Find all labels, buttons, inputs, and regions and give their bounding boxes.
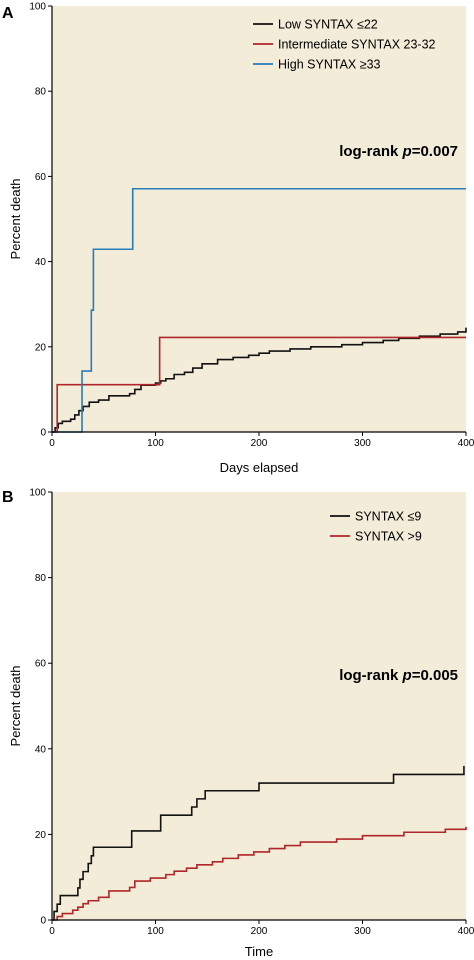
y-tick-label: 80: [35, 573, 47, 584]
x-tick-label: 300: [354, 926, 371, 937]
panel-b-y-axis-title: Percent death: [8, 666, 23, 747]
x-tick-label: 0: [49, 926, 55, 937]
y-tick-label: 0: [40, 916, 46, 927]
panel-b: B 0 100 200 300 400 0 20 40 60 80 100 Time Percent…: [2, 488, 474, 960]
panel-b-series-line-0: [52, 765, 465, 921]
x-tick-label: 200: [251, 438, 268, 449]
x-tick-label: 400: [458, 438, 474, 449]
x-tick-label: 200: [251, 926, 268, 937]
panel-b-log-rank-annotation: log-rank p=0.005: [339, 667, 458, 684]
panel-a-series-line-2: [52, 187, 466, 433]
y-tick-label: 60: [35, 172, 47, 183]
y-tick-label: 80: [35, 87, 47, 98]
y-tick-label: 100: [29, 488, 46, 499]
panel-b-plot-background: [52, 492, 466, 920]
panel-b-series-line-1: [52, 826, 467, 921]
y-tick-label: 100: [29, 2, 46, 13]
y-tick-label: 20: [35, 830, 47, 841]
x-tick-label: 100: [147, 438, 164, 449]
panel-a-legend: Low SYNTAX ≤22 Intermediate SYNTAX 23-32 H…: [253, 18, 436, 72]
panel-b-label: B: [2, 489, 14, 506]
x-tick-label: 0: [49, 438, 55, 449]
legend-label: Low SYNTAX ≤22: [278, 18, 378, 32]
x-tick-label: 400: [458, 926, 474, 937]
x-tick-label: 100: [147, 926, 164, 937]
y-tick-label: 40: [35, 744, 47, 755]
panel-b-legend: SYNTAX ≤9 SYNTAX >9: [330, 510, 422, 544]
panel-b-x-axis-title: Time: [245, 944, 273, 959]
y-tick-label: 40: [35, 257, 47, 268]
panel-a-plot-background: [52, 6, 466, 432]
legend-label: SYNTAX ≤9: [355, 510, 421, 524]
panel-a-y-axis-title: Percent death: [8, 179, 23, 260]
panel-a-log-rank-annotation: log-rank p=0.007: [339, 143, 458, 160]
legend-label: High SYNTAX ≥33: [278, 58, 381, 72]
panel-a-label: A: [2, 5, 14, 22]
panel-a-series-line-0: [52, 327, 467, 433]
panel-a-x-axis-title: Days elapsed: [220, 460, 299, 475]
y-tick-label: 20: [35, 342, 47, 353]
panel-a: A 0 100 200 300 400 0 20 40 60 80 100 Days elapsed…: [2, 2, 474, 476]
y-tick-label: 60: [35, 659, 47, 670]
legend-label: SYNTAX >9: [355, 530, 422, 544]
y-tick-label: 0: [40, 428, 46, 439]
x-tick-label: 300: [354, 438, 371, 449]
legend-label: Intermediate SYNTAX 23-32: [278, 38, 436, 52]
